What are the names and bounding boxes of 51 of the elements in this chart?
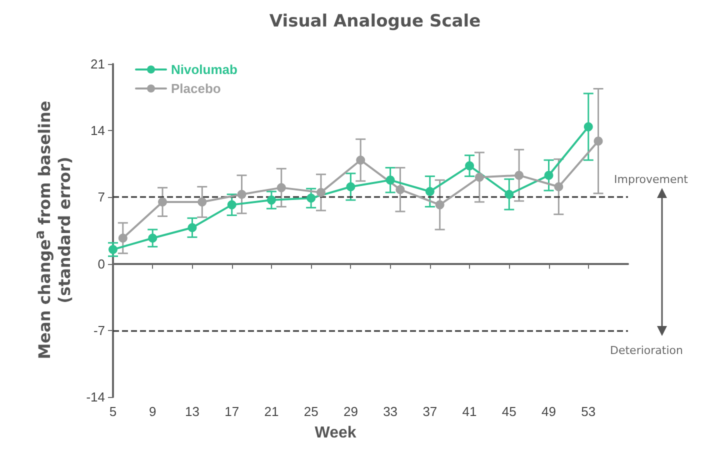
point bbox=[346, 182, 356, 192]
point bbox=[474, 172, 484, 182]
y-tick-label: 7 bbox=[98, 190, 105, 205]
x-tick-label: 29 bbox=[343, 404, 358, 419]
point bbox=[514, 170, 524, 180]
point bbox=[148, 234, 158, 243]
point bbox=[396, 185, 405, 194]
y-tick-label: -14 bbox=[86, 390, 105, 404]
point bbox=[465, 161, 474, 170]
point bbox=[594, 136, 603, 146]
point bbox=[544, 170, 554, 180]
x-tick-label: 17 bbox=[224, 404, 240, 419]
x-tick-label: 41 bbox=[462, 404, 477, 419]
point bbox=[584, 122, 593, 132]
point bbox=[266, 196, 276, 205]
y-tick-label: 21 bbox=[90, 56, 105, 72]
legend-label: Nivolumab bbox=[171, 62, 238, 77]
x-tick-label: 33 bbox=[383, 404, 398, 419]
x-tick-label: 37 bbox=[422, 404, 438, 419]
x-tick-label: 13 bbox=[184, 404, 200, 419]
point bbox=[158, 197, 168, 206]
x-tick-label: 5 bbox=[109, 404, 117, 419]
point bbox=[504, 190, 514, 199]
point bbox=[554, 182, 564, 192]
annotation: Improvement bbox=[614, 173, 688, 186]
x-tick-label: 45 bbox=[502, 404, 516, 419]
point bbox=[118, 234, 128, 243]
y-tick-label: -7 bbox=[93, 322, 105, 338]
point bbox=[306, 194, 316, 203]
y-tick-label: 14 bbox=[90, 123, 105, 138]
point bbox=[198, 197, 207, 206]
x-tick-label: 49 bbox=[542, 404, 556, 419]
point bbox=[237, 190, 246, 199]
point bbox=[108, 245, 118, 254]
x-tick-label: 25 bbox=[304, 404, 318, 419]
annotation: Deterioration bbox=[610, 344, 683, 357]
point bbox=[188, 223, 197, 232]
legend-label: Placebo bbox=[171, 81, 221, 96]
x-tick-label: 9 bbox=[149, 404, 156, 419]
point bbox=[435, 200, 444, 210]
point bbox=[227, 200, 236, 210]
point bbox=[316, 188, 326, 197]
y-tick-label: 0 bbox=[98, 256, 105, 272]
x-tick-label: 53 bbox=[581, 404, 596, 419]
point bbox=[356, 156, 366, 165]
point bbox=[386, 176, 395, 185]
chart-title: Visual Analogue Scale bbox=[269, 12, 481, 32]
point bbox=[425, 186, 434, 196]
x-axis-title: Week bbox=[314, 424, 356, 442]
x-tick-label: 21 bbox=[264, 404, 279, 419]
point bbox=[276, 183, 286, 192]
